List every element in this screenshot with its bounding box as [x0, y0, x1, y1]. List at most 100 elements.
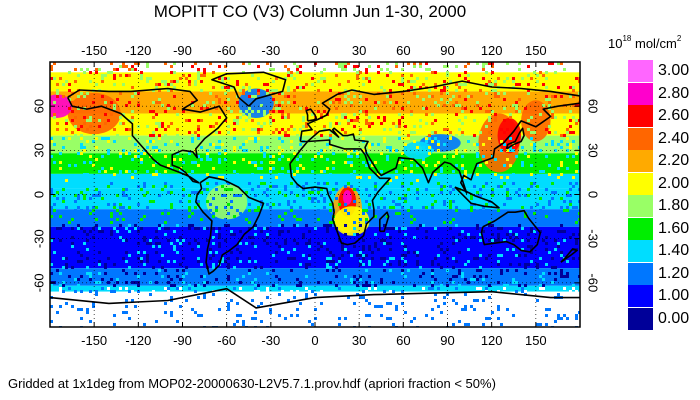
grid-cell: [188, 194, 191, 197]
grid-cell: [335, 197, 338, 200]
grid-cell: [98, 230, 101, 233]
grid-cell: [83, 146, 86, 149]
grid-cell: [152, 245, 155, 248]
grid-cell: [119, 287, 122, 290]
grid-cell: [347, 152, 350, 155]
grid-cell: [521, 146, 524, 149]
grid-cell: [59, 77, 62, 80]
grid-cell: [152, 110, 155, 113]
grid-cell: [296, 305, 299, 308]
grid-cell: [407, 251, 410, 254]
grid-cell: [299, 206, 302, 209]
grid-cell: [560, 230, 563, 233]
grid-cell: [416, 95, 419, 98]
grid-cell: [251, 161, 254, 164]
grid-cell: [80, 143, 83, 146]
grid-cell: [401, 197, 404, 200]
grid-cell: [227, 275, 230, 278]
grid-cell: [488, 119, 491, 122]
grid-cell: [95, 224, 98, 227]
grid-cell: [56, 89, 59, 92]
grid-cell: [323, 176, 326, 179]
grid-cell: [131, 290, 134, 293]
grid-cell: [188, 299, 191, 302]
grid-cell: [188, 227, 191, 230]
grid-cell: [491, 110, 494, 113]
grid-cell: [164, 134, 167, 137]
grid-cell: [77, 284, 80, 287]
grid-cell: [245, 83, 248, 86]
grid-cell: [278, 278, 281, 281]
legend-entry: 2.80: [628, 82, 698, 105]
grid-cell: [473, 209, 476, 212]
grid-cell: [470, 110, 473, 113]
grid-cell: [110, 305, 113, 308]
grid-cell: [275, 284, 278, 287]
grid-cell: [536, 263, 539, 266]
grid-cell: [146, 176, 149, 179]
grid-cell: [359, 308, 362, 311]
grid-cell: [86, 140, 89, 143]
grid-cell: [296, 308, 299, 311]
grid-cell: [197, 314, 200, 317]
grid-cell: [56, 197, 59, 200]
grid-cell: [152, 320, 155, 323]
grid-cell: [548, 251, 551, 254]
grid-cell: [464, 263, 467, 266]
grid-cell: [50, 140, 53, 143]
grid-cell: [518, 110, 521, 113]
grid-cell: [431, 95, 434, 98]
grid-cell: [101, 308, 104, 311]
grid-cell: [218, 227, 221, 230]
grid-cell: [245, 119, 248, 122]
grid-cell: [530, 230, 533, 233]
grid-cell: [128, 101, 131, 104]
grid-cell: [212, 227, 215, 230]
grid-cell: [62, 83, 65, 86]
grid-cell: [416, 179, 419, 182]
grid-cell: [179, 200, 182, 203]
latitude-label: 0: [31, 191, 46, 198]
grid-cell: [74, 116, 77, 119]
grid-cell: [518, 68, 521, 71]
grid-cell: [560, 161, 563, 164]
grid-cell: [86, 257, 89, 260]
grid-cell: [353, 221, 356, 224]
grid-cell: [491, 188, 494, 191]
grid-cell: [170, 65, 173, 68]
legend-entry: 0.00: [628, 307, 698, 330]
grid-cell: [533, 182, 536, 185]
grid-cell: [233, 122, 236, 125]
grid-cell: [320, 290, 323, 293]
grid-cell: [281, 230, 284, 233]
grid-cell: [488, 224, 491, 227]
co-band: [50, 285, 580, 292]
grid-cell: [296, 86, 299, 89]
grid-cell: [383, 215, 386, 218]
grid-cell: [146, 179, 149, 182]
grid-cell: [104, 272, 107, 275]
grid-cell: [524, 194, 527, 197]
grid-cell: [278, 287, 281, 290]
grid-cell: [233, 146, 236, 149]
grid-cell: [161, 80, 164, 83]
grid-cell: [323, 182, 326, 185]
grid-cell: [383, 290, 386, 293]
grid-cell: [413, 251, 416, 254]
grid-cell: [266, 290, 269, 293]
grid-cell: [68, 137, 71, 140]
grid-cell: [185, 299, 188, 302]
grid-cell: [230, 233, 233, 236]
grid-cell: [248, 260, 251, 263]
grid-cell: [377, 65, 380, 68]
grid-cell: [575, 239, 578, 242]
grid-cell: [137, 290, 140, 293]
grid-cell: [491, 239, 494, 242]
grid-cell: [110, 290, 113, 293]
grid-cell: [95, 146, 98, 149]
grid-cell: [305, 314, 308, 317]
grid-cell: [293, 224, 296, 227]
grid-cell: [560, 173, 563, 176]
grid-cell: [197, 68, 200, 71]
grid-cell: [380, 299, 383, 302]
